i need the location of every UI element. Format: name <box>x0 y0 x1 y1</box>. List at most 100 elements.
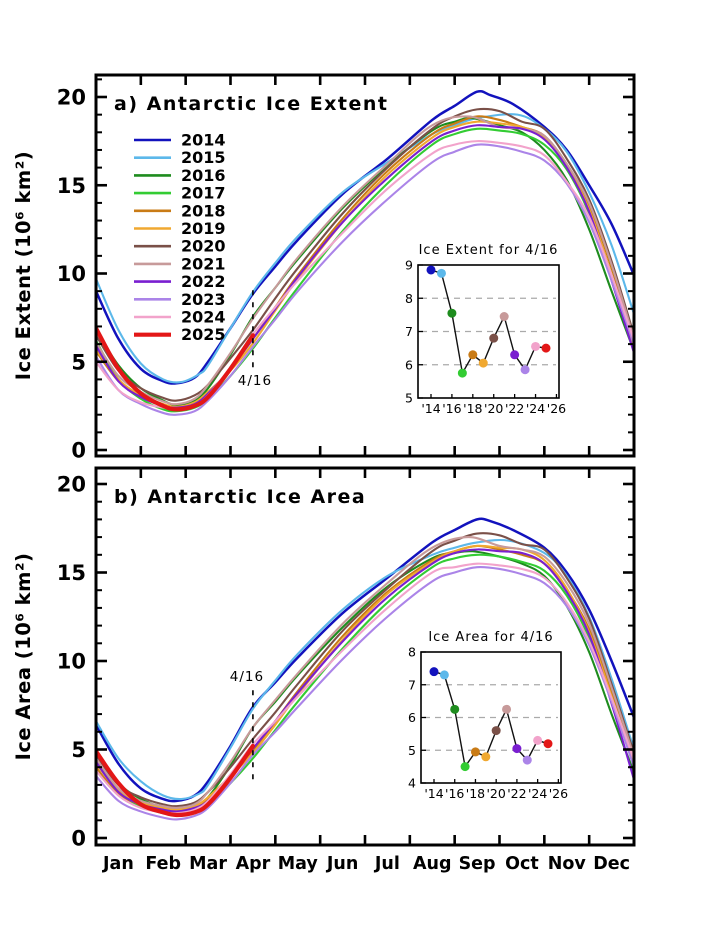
y-axis-label-area: Ice Area (10⁶ km²) <box>12 553 35 761</box>
inset-x-tick-label: '18 <box>466 786 485 801</box>
annotation-label-area: 4/16 <box>230 669 264 685</box>
inset-point-area-2018 <box>470 747 480 757</box>
legend-label-2024: 2024 <box>181 308 226 327</box>
month-label-jul: Jul <box>374 854 400 874</box>
month-label-sep: Sep <box>459 854 496 874</box>
legend-label-2015: 2015 <box>181 148 226 167</box>
series-group-extent <box>97 89 633 416</box>
legend-label-2021: 2021 <box>181 254 226 273</box>
y-tick-label: 5 <box>71 350 86 374</box>
inset-x-tick-label: '14 <box>424 786 443 801</box>
month-label-jun: Jun <box>326 854 358 874</box>
inset-x-tick-label: '14 <box>421 401 440 416</box>
month-label-mar: Mar <box>189 854 227 874</box>
inset-area: 4 5 6 7 8 '14'16'18'20'22'24'26 Ice Area for 4… <box>408 630 568 801</box>
inset-x-tick-label: '26 <box>547 401 566 416</box>
inset-point-area-2021 <box>502 704 512 714</box>
inset-point-area-2020 <box>491 726 501 736</box>
month-label-jan: Jan <box>102 854 134 874</box>
month-label-oct: Oct <box>505 854 539 874</box>
legend-label-2016: 2016 <box>181 166 226 185</box>
legend-label-2020: 2020 <box>181 237 226 256</box>
line-area-2023 <box>97 565 633 821</box>
inset-title-area: Ice Area for 4/16 <box>428 630 553 645</box>
inset-y-tick-label: 4 <box>408 776 416 791</box>
legend-label-2014: 2014 <box>181 131 226 150</box>
inset-extent: 5 6 7 8 9 '14'16'18'20'22'24'26 Ice Extent for… <box>405 243 566 416</box>
y-tick-label: 10 <box>57 650 86 674</box>
y-tick-label: 20 <box>57 473 86 497</box>
inset-point-extent-2021 <box>499 312 509 322</box>
legend-label-2023: 2023 <box>181 290 226 309</box>
inset-x-tick-label: '22 <box>507 786 526 801</box>
inset-point-area-2023 <box>522 755 532 765</box>
line-area-2014 <box>97 517 633 803</box>
inset-point-extent-2016 <box>447 308 457 318</box>
inset-y-tick-label: 7 <box>405 324 413 339</box>
month-axis: Jan Feb Mar Apr May Jun Jul Aug Sep Oct Nov Dec <box>102 854 630 874</box>
legend-label-2025: 2025 <box>181 325 226 344</box>
y-tick-label: 0 <box>71 827 86 851</box>
inset-point-area-2016 <box>450 704 460 714</box>
y-tick-label: 15 <box>57 174 86 198</box>
legend: 2014201520162017201820192020202120222023… <box>134 131 226 344</box>
legend-label-2019: 2019 <box>181 219 226 238</box>
inset-x-tick-label: '22 <box>505 401 524 416</box>
line-area-2022 <box>97 548 633 813</box>
y-tick-label: 0 <box>71 439 86 463</box>
inset-x-tick-label: '18 <box>463 401 482 416</box>
inset-y-tick-label: 5 <box>408 743 416 758</box>
inset-point-extent-2017 <box>457 368 467 378</box>
line-extent-2021 <box>97 115 633 406</box>
line-extent-2020 <box>97 107 633 402</box>
inset-point-area-2024 <box>533 735 543 745</box>
month-label-nov: Nov <box>548 854 587 874</box>
inset-y-tick-label: 7 <box>408 677 416 692</box>
legend-label-2018: 2018 <box>181 201 226 220</box>
panel-title-extent: a) Antarctic Ice Extent <box>114 93 389 115</box>
line-extent-2025 <box>97 326 256 412</box>
inset-title-extent: Ice Extent for 4/16 <box>419 243 559 258</box>
y-tick-label: 10 <box>57 262 86 286</box>
panel-title-area: b) Antarctic Ice Area <box>114 486 366 508</box>
line-extent-2015 <box>97 113 633 384</box>
line-area-2021 <box>97 536 633 810</box>
inset-point-extent-2019 <box>478 358 488 368</box>
month-label-dec: Dec <box>593 854 630 874</box>
month-label-feb: Feb <box>145 854 181 874</box>
inset-point-extent-2022 <box>510 350 520 360</box>
line-area-2025 <box>97 743 256 818</box>
inset-y-tick-label: 5 <box>405 391 413 406</box>
legend-label-2022: 2022 <box>181 272 226 291</box>
inset-point-extent-2024 <box>531 341 541 351</box>
inset-point-extent-2018 <box>468 350 478 360</box>
inset-point-extent-2020 <box>489 333 499 343</box>
month-label-may: May <box>278 854 319 874</box>
inset-y-tick-label: 8 <box>408 645 416 660</box>
inset-x-tick-label: '20 <box>487 786 506 801</box>
month-label-aug: Aug <box>413 854 452 874</box>
inset-point-area-2019 <box>481 752 491 762</box>
inset-point-extent-2014 <box>426 265 436 275</box>
inset-point-extent-2023 <box>520 365 530 375</box>
inset-y-tick-label: 9 <box>405 258 413 273</box>
inset-x-tick-label: '24 <box>526 401 545 416</box>
month-label-apr: Apr <box>236 854 271 874</box>
y-tick-label: 5 <box>71 738 86 762</box>
inset-x-tick-label: '24 <box>528 786 547 801</box>
inset-y-tick-label: 6 <box>408 710 416 725</box>
inset-point-area-2017 <box>460 762 470 772</box>
y-axis-label-extent: Ice Extent (10⁶ km²) <box>12 151 35 380</box>
inset-x-tick-label: '16 <box>442 401 461 416</box>
y-tick-label: 15 <box>57 561 86 585</box>
line-area-2020 <box>97 532 633 808</box>
legend-label-2017: 2017 <box>181 184 226 203</box>
inset-x-tick-label: '20 <box>484 401 503 416</box>
line-extent-2023 <box>97 143 633 416</box>
annotation-label-extent: 4/16 <box>238 373 272 389</box>
series-group-area <box>97 517 633 821</box>
inset-point-extent-2025 <box>541 343 551 353</box>
inset-x-tick-label: '16 <box>445 786 464 801</box>
